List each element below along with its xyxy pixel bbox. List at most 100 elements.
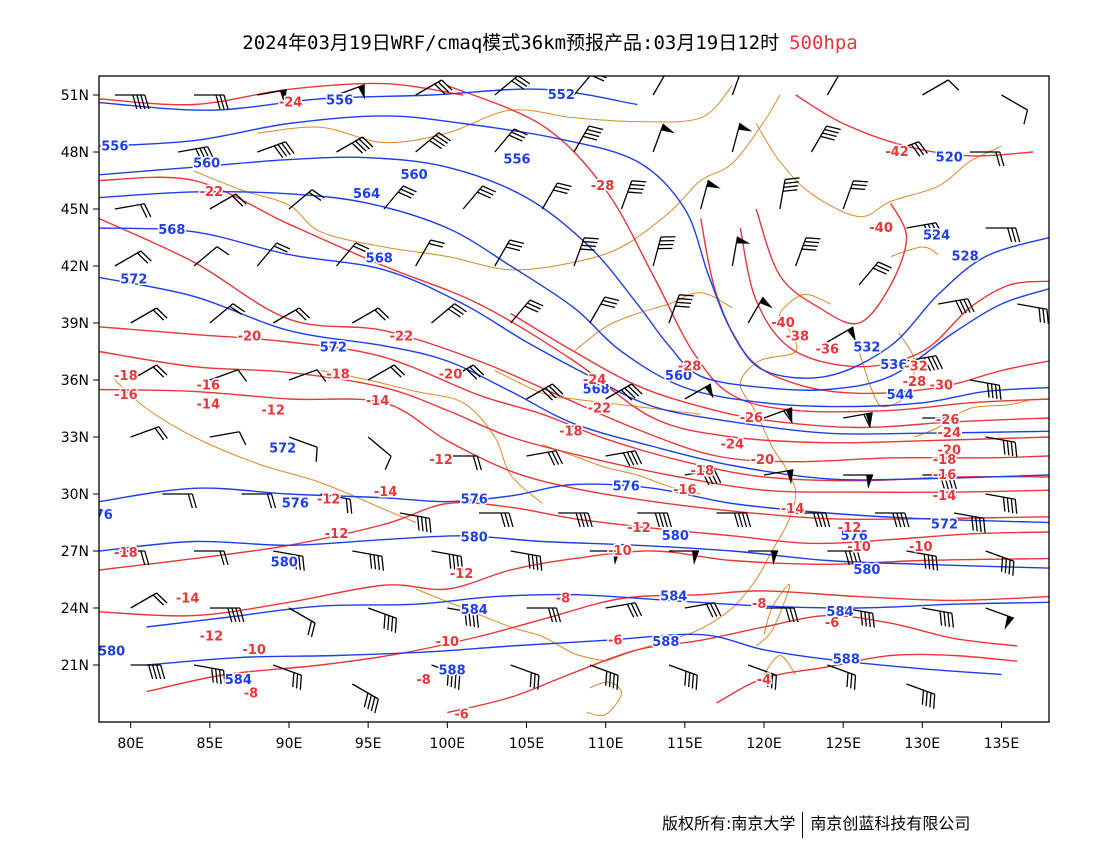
temperature-contour: [99, 550, 1049, 617]
copyright-footer: 版权所有:南京大学 南京创蓝科技有限公司: [662, 810, 970, 838]
temperature-contour-label: -14: [197, 398, 221, 413]
lat-tick-label: 33N: [61, 430, 89, 446]
temperature-contour-label: -40: [771, 316, 795, 331]
lon-tick-label: 95E: [355, 736, 382, 752]
wind-barb: [130, 664, 166, 680]
wind-barb: [684, 383, 714, 400]
lon-tick-label: 115E: [667, 736, 703, 752]
wind-barb: [731, 76, 740, 96]
height-contour-label: 520: [936, 151, 963, 166]
wind-barb: [352, 307, 390, 324]
wind-barb: [589, 664, 619, 690]
temperature-contour: [146, 590, 1049, 693]
temperature-contour-label: -18: [114, 369, 138, 384]
boundary-line: [890, 246, 939, 257]
temperature-contour-label: -38: [786, 329, 810, 344]
wind-barb: [573, 125, 604, 153]
height-contour-label: 556: [326, 94, 353, 109]
height-contour: [99, 156, 1049, 392]
lon-tick-label: 105E: [509, 736, 545, 752]
wind-barb: [985, 493, 1018, 514]
temperature-contour-label: -18: [691, 464, 715, 479]
wind-barb: [652, 236, 676, 267]
temperature-contour: [739, 227, 1049, 368]
boundary-line: [755, 123, 1002, 218]
height-contour-label: 568: [158, 223, 185, 238]
height-contour-label: 572: [931, 517, 958, 532]
wind-barb: [652, 123, 675, 153]
temperature-contour-label: -18: [114, 546, 138, 561]
boundary-line: [573, 292, 733, 352]
wind-barb: [969, 379, 1002, 400]
wind-barb: [193, 246, 230, 267]
wind-barb: [827, 664, 857, 690]
height-contour-label: 576: [841, 529, 868, 544]
wind-barb: [257, 141, 295, 159]
wind-barb: [320, 493, 353, 514]
wind-barb: [336, 84, 365, 100]
temperature-contour-label: -14: [374, 485, 398, 500]
temperature-contour-label: -20: [439, 367, 463, 382]
wind-barb: [669, 550, 699, 565]
wind-barb: [843, 412, 873, 428]
height-contour-label: 532: [853, 341, 880, 356]
height-contour: [99, 535, 1049, 569]
lon-tick-label: 110E: [588, 736, 624, 752]
height-contour-label: 580: [662, 529, 689, 544]
lon-tick-label: 80E: [117, 736, 144, 752]
wind-barb: [827, 550, 862, 566]
height-contour-label: 588: [652, 635, 679, 650]
wind-barb: [763, 469, 794, 485]
wind-barb: [272, 664, 303, 690]
wind-barb: [573, 237, 599, 267]
wind-barb: [922, 474, 957, 490]
wind-barb: [731, 236, 751, 267]
lat-tick-label: 42N: [61, 259, 89, 275]
wind-barb: [431, 550, 464, 571]
wind-barb: [510, 299, 544, 324]
temperature-contour-label: -14: [781, 502, 805, 517]
temperature-contour-label: -6: [608, 633, 622, 648]
wind-barb: [605, 450, 643, 467]
latitude-axis: 51N 48N 45N 42N 39N 36N 33N 30N 27N 24N 21N: [61, 88, 99, 674]
wind-barb: [241, 493, 277, 509]
temperature-contour-label: -4: [757, 673, 771, 688]
temperature-contour-label: -22: [588, 402, 612, 417]
wind-barb: [843, 474, 874, 489]
wind-barb: [716, 512, 752, 528]
height-contour-label: 584: [461, 603, 488, 618]
wind-barb: [526, 607, 562, 623]
wind-barb: [985, 607, 1015, 630]
wind-barb: [700, 179, 721, 210]
height-contour-label: 580: [98, 645, 125, 660]
wind-barb: [209, 607, 245, 623]
wind-barb: [510, 550, 543, 571]
footer-separator: [802, 811, 804, 838]
wind-barb: [193, 664, 226, 685]
height-contour: [146, 633, 1002, 676]
temperature-contour-label: -42: [885, 145, 909, 160]
wind-barb: [668, 294, 694, 324]
wind-barb: [668, 664, 698, 690]
wind-barb: [273, 550, 305, 571]
wind-barb: [431, 664, 461, 690]
lat-tick-label: 45N: [61, 202, 89, 218]
height-contour-label: 544: [887, 388, 914, 403]
lat-tick-label: 51N: [61, 88, 89, 104]
height-contour: [99, 227, 1049, 435]
wind-barb: [747, 664, 778, 690]
height-contour-label: 568: [583, 383, 610, 398]
wind-barb: [130, 426, 168, 441]
wind-barb: [605, 383, 643, 401]
wind-barb: [336, 242, 370, 267]
temperature-contour-label: -26: [740, 411, 764, 426]
temperature-contour-label: -18: [933, 453, 957, 468]
wind-barb: [985, 436, 1018, 457]
wind-barbs: [114, 76, 1049, 722]
wind-barb: [541, 182, 572, 210]
temperature-contour-label: -20: [238, 329, 262, 344]
wind-barb: [288, 436, 318, 462]
temperature-contour-label: -12: [450, 567, 474, 582]
height-contour-label: 584: [225, 673, 252, 688]
wind-barb: [194, 550, 229, 566]
